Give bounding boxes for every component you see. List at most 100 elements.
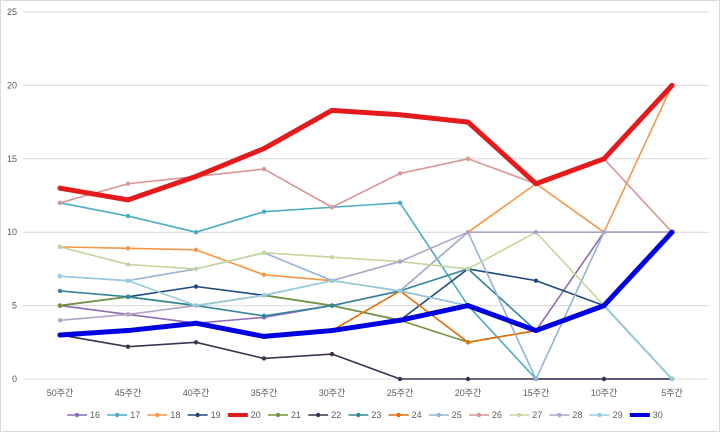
data-point — [533, 376, 539, 382]
legend-item-23: 23 — [348, 410, 381, 420]
y-tick-label: 5 — [12, 301, 17, 311]
y-tick-label: 0 — [12, 374, 17, 384]
data-point — [601, 156, 607, 162]
data-point — [465, 156, 471, 161]
legend-item-24: 24 — [388, 410, 422, 420]
legend-marker — [195, 412, 200, 418]
data-point — [261, 293, 267, 298]
data-point — [329, 351, 335, 357]
y-tick-label: 10 — [7, 227, 17, 237]
data-point — [57, 332, 63, 338]
data-point — [57, 318, 63, 323]
data-point — [125, 246, 131, 251]
legend-item-22: 22 — [308, 410, 341, 420]
x-tick-label: 20주간 — [455, 388, 482, 398]
series-line-20 — [57, 82, 675, 203]
legend-marker — [396, 412, 401, 418]
data-point — [261, 146, 267, 152]
legend-marker — [155, 412, 160, 418]
data-point — [533, 181, 539, 187]
series-line-27 — [59, 231, 673, 380]
series-line-28 — [59, 231, 673, 322]
legend-label: 16 — [90, 410, 100, 420]
x-tick-label: 45주간 — [115, 388, 142, 398]
legend-item-29: 29 — [589, 410, 623, 420]
data-point — [329, 254, 335, 260]
data-point — [193, 173, 199, 179]
legend: 16 17 18 19 20 21 22 23 24 25 26 27 28 29 30 — [67, 410, 663, 420]
x-tick-label: 25주간 — [387, 388, 414, 398]
legend-marker — [74, 412, 80, 418]
data-point — [397, 376, 403, 382]
series-30 — [57, 229, 675, 339]
series-line-22 — [59, 334, 673, 380]
legend-label: 24 — [412, 410, 422, 420]
x-axis: 50주간 45주간 40주간 35주간 30주간 25주간 20주간 15주간 10주간 5주간 — [47, 388, 683, 398]
series-17 — [57, 200, 675, 382]
data-point — [465, 119, 471, 125]
x-tick-label: 30주간 — [319, 388, 346, 398]
data-point — [329, 205, 335, 210]
legend-item-28: 28 — [549, 410, 582, 420]
legend-item-16: 16 — [67, 410, 100, 420]
legend-marker — [275, 412, 281, 418]
legend-label: 19 — [211, 410, 221, 420]
series-21 — [57, 293, 675, 382]
data-point — [57, 200, 63, 206]
data-point — [261, 209, 267, 214]
data-point — [669, 229, 675, 235]
data-point — [397, 112, 403, 118]
data-point — [669, 376, 675, 382]
legend-label: 23 — [371, 410, 381, 420]
legend-marker — [517, 412, 522, 418]
data-point — [57, 303, 63, 308]
data-point — [57, 244, 63, 250]
data-point — [465, 340, 471, 345]
data-point — [601, 230, 607, 235]
legend-marker — [115, 412, 120, 418]
data-point — [397, 317, 403, 323]
data-point — [533, 230, 539, 235]
data-point — [261, 333, 267, 339]
x-tick-label: 50주간 — [47, 388, 74, 398]
data-point — [329, 107, 335, 113]
data-point — [193, 320, 199, 326]
data-point — [261, 166, 267, 172]
data-point — [329, 278, 335, 283]
data-point — [397, 200, 403, 206]
legend-label: 18 — [170, 410, 180, 420]
data-point — [193, 247, 199, 253]
legend-item-20: 20 — [227, 410, 261, 420]
series-20 — [57, 82, 675, 203]
data-point — [397, 259, 403, 264]
legend-item-30: 30 — [629, 410, 663, 420]
legend-item-21: 21 — [268, 410, 301, 420]
legend-label: 21 — [291, 410, 301, 420]
data-point — [261, 272, 267, 277]
data-point — [465, 266, 471, 272]
x-tick-label: 35주간 — [251, 388, 278, 398]
legend-marker — [476, 412, 482, 418]
data-point — [465, 376, 471, 382]
data-point — [57, 274, 63, 279]
legend-item-17: 17 — [107, 410, 140, 420]
legend-label: 26 — [492, 410, 502, 420]
data-point — [533, 278, 539, 283]
x-tick-label: 15주간 — [523, 388, 550, 398]
legend-label: 20 — [251, 410, 261, 420]
legend-label: 25 — [452, 410, 462, 420]
x-tick-label: 5주간 — [661, 388, 683, 398]
series-22 — [57, 332, 675, 382]
legend-marker — [597, 412, 602, 418]
data-point — [57, 185, 63, 191]
data-point — [125, 197, 131, 203]
legend-marker — [316, 412, 321, 418]
data-point — [125, 328, 131, 334]
data-point — [125, 262, 131, 267]
y-tick-label: 15 — [7, 154, 17, 164]
legend-item-26: 26 — [469, 410, 502, 420]
data-point — [125, 294, 131, 299]
data-point — [533, 328, 539, 334]
data-point — [601, 303, 607, 309]
